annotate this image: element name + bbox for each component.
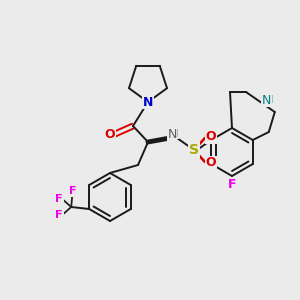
Text: N: N bbox=[167, 128, 177, 140]
Text: H: H bbox=[266, 95, 273, 105]
Text: F: F bbox=[56, 210, 63, 220]
Text: S: S bbox=[189, 143, 199, 157]
Text: O: O bbox=[105, 128, 115, 140]
Text: F: F bbox=[56, 194, 63, 204]
Text: O: O bbox=[206, 157, 216, 169]
Text: H: H bbox=[171, 129, 179, 139]
Text: F: F bbox=[70, 186, 77, 196]
Text: N: N bbox=[262, 94, 271, 106]
Text: O: O bbox=[206, 130, 216, 143]
Text: F: F bbox=[228, 178, 236, 190]
Text: N: N bbox=[143, 95, 153, 109]
